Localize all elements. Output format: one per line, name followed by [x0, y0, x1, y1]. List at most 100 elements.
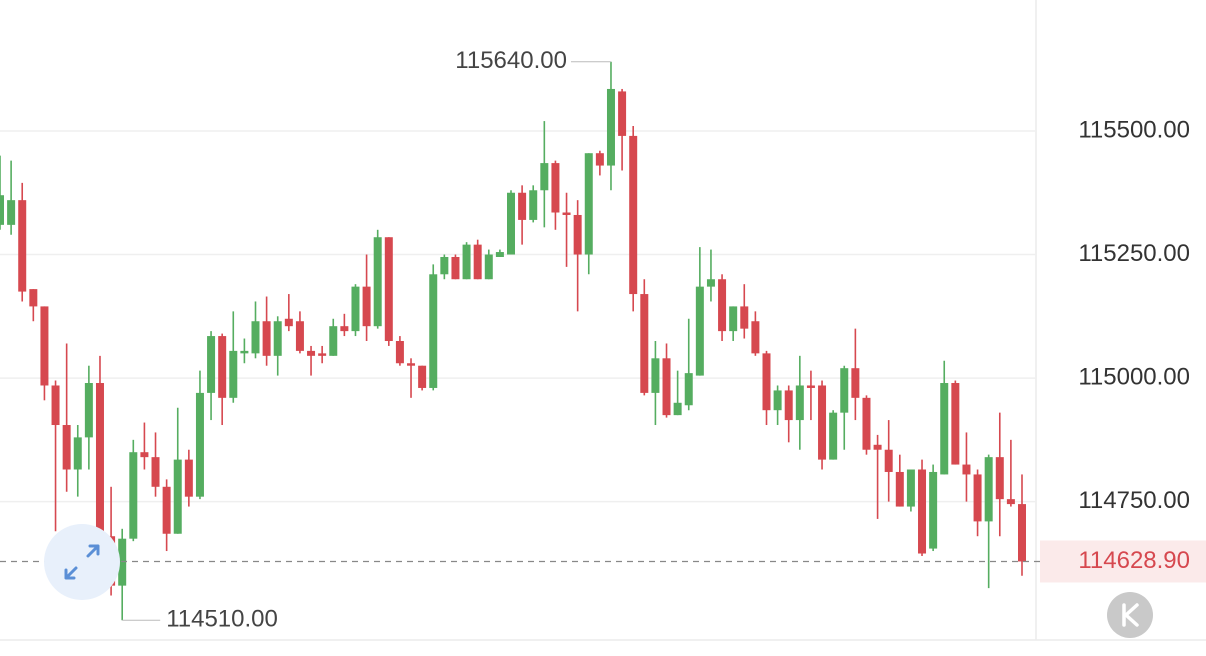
- candle-body: [207, 336, 216, 393]
- candle-body: [962, 464, 971, 475]
- candle-body: [273, 321, 282, 356]
- candle-body: [151, 457, 160, 487]
- candle-body: [840, 368, 849, 413]
- candle-body: [695, 286, 704, 376]
- candle-body: [384, 237, 393, 342]
- candle-body: [873, 444, 882, 450]
- candle-body: [262, 321, 271, 356]
- candle-body: [240, 350, 249, 354]
- y-tick-label: 115250.00: [1078, 240, 1190, 267]
- candle-body: [895, 471, 904, 507]
- candle-body: [851, 368, 860, 398]
- candle-body: [762, 353, 771, 411]
- candle-body: [906, 469, 915, 507]
- plot: [0, 61, 1040, 621]
- candle-body: [551, 163, 560, 213]
- candle-body: [973, 474, 982, 522]
- candle-body: [395, 341, 404, 364]
- candle-body: [618, 91, 627, 136]
- candle-body: [362, 286, 371, 327]
- candle-body: [562, 212, 571, 215]
- candle-body: [451, 256, 460, 280]
- candle-body: [462, 244, 471, 280]
- candle-body: [295, 321, 304, 351]
- candle-body: [784, 390, 793, 421]
- candle-body: [351, 286, 360, 332]
- candle-body: [29, 289, 38, 307]
- candle-body: [140, 452, 149, 458]
- candle-body: [818, 385, 827, 460]
- candle-body: [706, 279, 715, 287]
- candle-body: [751, 321, 760, 354]
- candle-body: [373, 237, 382, 327]
- candle-body: [229, 350, 238, 398]
- candle-body: [529, 190, 538, 220]
- candle-body: [595, 153, 604, 166]
- candle-body: [573, 214, 582, 255]
- candle-body: [862, 397, 871, 450]
- candle-body: [940, 383, 949, 475]
- candle-body: [662, 358, 671, 416]
- candle-body: [829, 412, 838, 460]
- candle-body: [606, 88, 615, 166]
- candle-body: [684, 373, 693, 406]
- y-tick-label: 115000.00: [1078, 363, 1190, 390]
- candle-body: [629, 135, 638, 295]
- candle-body: [984, 457, 993, 522]
- candle-body: [518, 192, 527, 220]
- last-price-bg: [1040, 540, 1206, 583]
- candle-body: [473, 244, 482, 280]
- last-price-label: 114628.90: [1078, 547, 1190, 574]
- y-tick-label: 115500.00: [1078, 116, 1190, 143]
- candle-body: [806, 385, 815, 388]
- candle-body: [73, 437, 82, 470]
- candle-body: [173, 459, 182, 534]
- candle-body: [718, 279, 727, 332]
- candle-body: [673, 402, 682, 416]
- candle-body: [7, 200, 16, 225]
- candle-body: [284, 318, 293, 327]
- y-tick-label: 114750.00: [1078, 487, 1190, 514]
- candle-body: [429, 274, 438, 388]
- candle-body: [340, 326, 349, 332]
- expand-icon[interactable]: [64, 544, 100, 580]
- candle-body: [162, 486, 171, 534]
- candle-body: [407, 363, 416, 366]
- candle-body: [640, 294, 649, 393]
- candle-body: [951, 383, 960, 465]
- candle-body: [118, 538, 127, 586]
- candle-body: [129, 452, 138, 539]
- candle-body: [651, 358, 660, 393]
- candle-body: [62, 425, 71, 470]
- candle-body: [40, 306, 49, 386]
- candle-body: [773, 390, 782, 411]
- candle-body: [795, 385, 804, 421]
- candle-body: [929, 471, 938, 549]
- candle-body: [584, 153, 593, 255]
- expand-button[interactable]: [44, 524, 120, 600]
- candle-body: [729, 306, 738, 332]
- candle-body: [184, 459, 193, 497]
- candle-body: [195, 392, 204, 497]
- candle-body: [218, 336, 227, 398]
- candle-body: [884, 449, 893, 472]
- candle-body: [995, 457, 1004, 500]
- k-button[interactable]: [1107, 592, 1153, 638]
- high-label: 115640.00: [455, 47, 567, 74]
- candle-body: [1018, 504, 1026, 562]
- candle-body: [0, 195, 4, 225]
- candle-body: [1006, 499, 1015, 505]
- candle-body: [318, 353, 327, 356]
- candle-body: [95, 383, 104, 537]
- candle-body: [495, 252, 504, 257]
- k-icon[interactable]: [1122, 603, 1139, 627]
- candle-body: [84, 383, 93, 438]
- k-button-bg[interactable]: [1107, 592, 1153, 638]
- candle-body: [418, 365, 427, 388]
- expand-button-bg[interactable]: [44, 524, 120, 600]
- candle-body: [918, 469, 927, 554]
- candle-body: [329, 326, 338, 356]
- candle-body: [440, 256, 449, 275]
- candle-body: [484, 254, 493, 280]
